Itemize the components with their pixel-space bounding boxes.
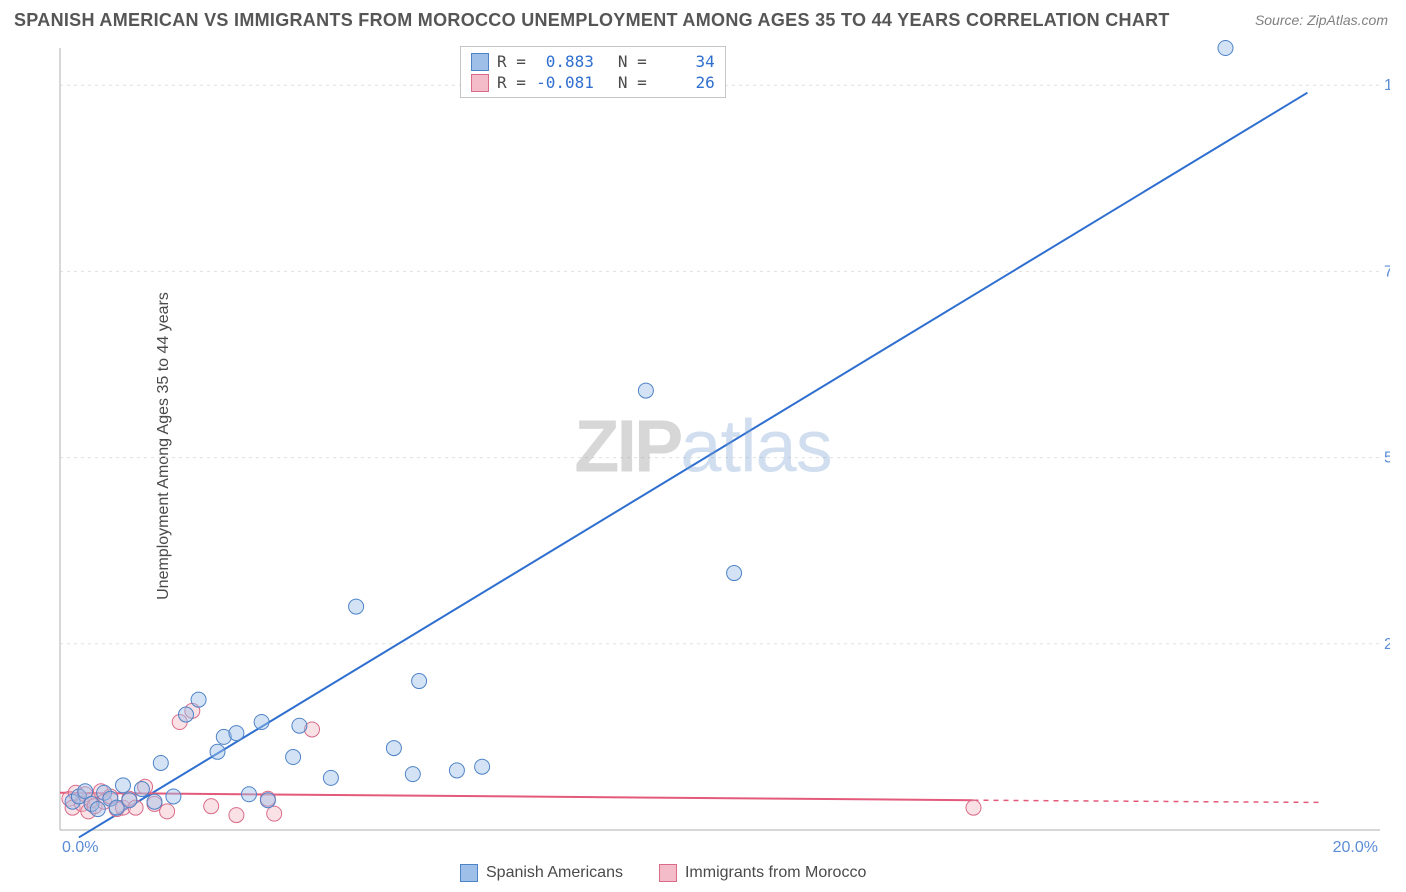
source-value: ZipAtlas.com xyxy=(1307,12,1388,28)
swatch-series1 xyxy=(460,864,478,882)
source-credit: Source: ZipAtlas.com xyxy=(1255,12,1388,28)
svg-text:50.0%: 50.0% xyxy=(1384,450,1390,467)
legend-item-series1: Spanish Americans xyxy=(460,864,623,882)
n-value-series2: 26 xyxy=(655,73,715,92)
stat-row-series1: R = 0.883 N = 34 xyxy=(471,51,715,72)
svg-text:20.0%: 20.0% xyxy=(1333,839,1378,856)
legend-item-series2: Immigrants from Morocco xyxy=(659,864,866,882)
n-label: N = xyxy=(618,52,647,71)
source-label: Source: xyxy=(1255,12,1303,28)
swatch-series2 xyxy=(659,864,677,882)
legend-label-series1: Spanish Americans xyxy=(486,864,623,882)
r-label: R = xyxy=(497,73,526,92)
svg-text:0.0%: 0.0% xyxy=(62,839,98,856)
r-label: R = xyxy=(497,52,526,71)
chart-title: SPANISH AMERICAN VS IMMIGRANTS FROM MORO… xyxy=(14,10,1170,31)
r-value-series1: 0.883 xyxy=(534,52,594,71)
r-value-series2: -0.081 xyxy=(534,73,594,92)
svg-text:100.0%: 100.0% xyxy=(1384,77,1390,94)
stat-row-series2: R = -0.081 N = 26 xyxy=(471,72,715,93)
n-value-series1: 34 xyxy=(655,52,715,71)
svg-text:75.0%: 75.0% xyxy=(1384,263,1390,280)
n-label: N = xyxy=(618,73,647,92)
svg-text:25.0%: 25.0% xyxy=(1384,636,1390,653)
legend: Spanish Americans Immigrants from Morocc… xyxy=(460,864,866,882)
swatch-series1 xyxy=(471,53,489,71)
correlation-stats-box: R = 0.883 N = 34 R = -0.081 N = 26 xyxy=(460,46,726,98)
correlation-scatter-chart: 25.0% 50.0% 75.0% 100.0% 0.0% 20.0% xyxy=(50,40,1390,860)
swatch-series2 xyxy=(471,74,489,92)
legend-label-series2: Immigrants from Morocco xyxy=(685,864,866,882)
